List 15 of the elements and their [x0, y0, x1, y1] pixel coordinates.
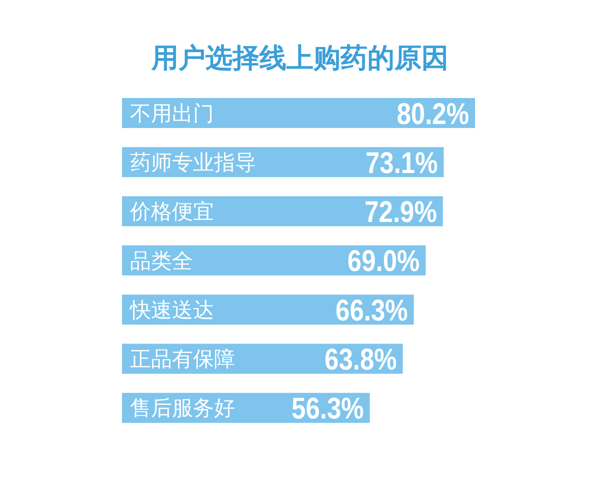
y-tick-label: 品类全: [130, 248, 193, 273]
data-label: 66.3%: [336, 293, 408, 327]
y-tick-label: 售后服务好: [130, 396, 235, 420]
chart-title: 用户选择线上购药的原因: [150, 42, 450, 76]
data-label: 63.8%: [324, 342, 398, 376]
y-tick-label: 正品有保障: [130, 347, 235, 372]
data-label: 73.1%: [365, 146, 438, 180]
y-tick-label: 不用出门: [130, 101, 214, 126]
data-label: 56.3%: [292, 392, 364, 426]
data-label: 72.9%: [364, 195, 438, 229]
y-tick-label: 药师专业指导: [130, 150, 256, 174]
y-tick-label: 价格便宜: [129, 200, 214, 224]
y-tick-label: 快速送达: [129, 298, 214, 322]
data-label: 80.2%: [396, 96, 470, 130]
data-label: 69.0%: [347, 244, 420, 278]
